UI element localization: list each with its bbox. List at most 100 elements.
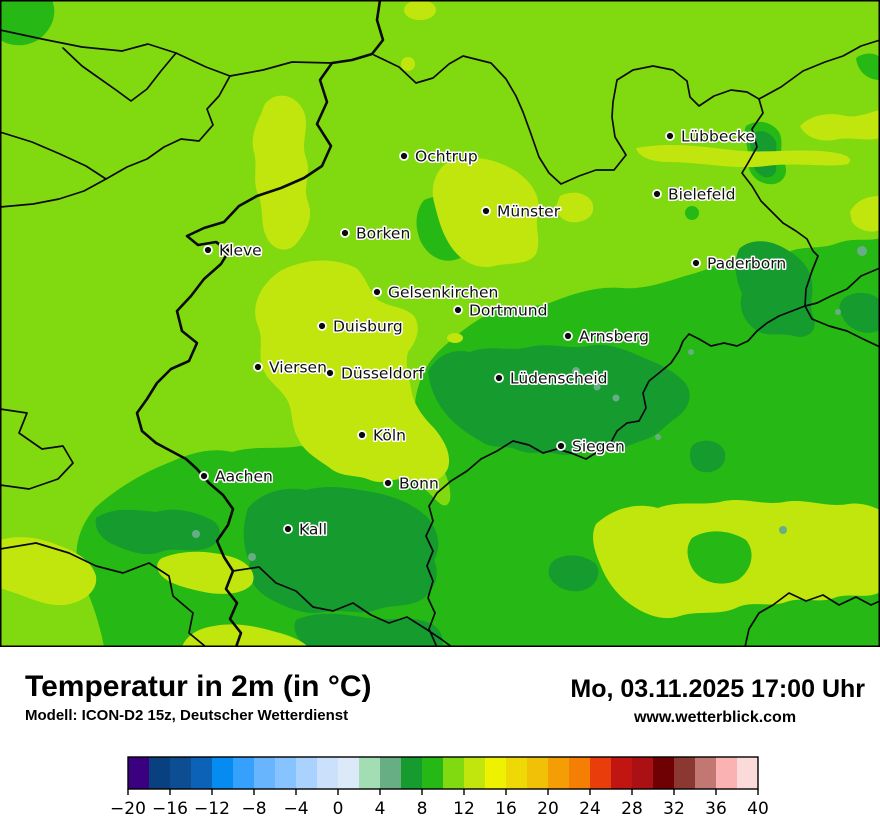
colorbar-cell: [233, 757, 255, 789]
city-dot: [340, 228, 350, 238]
city-dot: [203, 245, 213, 255]
website-url: www.wetterblick.com: [633, 709, 797, 726]
colorbar-cell: [275, 757, 297, 789]
city-label: Lüdenscheid: [510, 370, 608, 388]
forecast-datetime: Mo, 03.11.2025 17:00 Uhr: [570, 675, 865, 703]
city-dot: [556, 441, 566, 451]
colorbar-cell: [506, 757, 528, 789]
colorbar-tick-label: 36: [705, 799, 727, 819]
colorbar-cell: [674, 757, 696, 789]
city-label: Ochtrup: [415, 148, 478, 166]
colorbar-cell: [632, 757, 654, 789]
page-title: Temperatur in 2m (in °C): [25, 670, 372, 703]
colorbar-cell: [569, 757, 591, 789]
national-border: [135, 0, 385, 649]
colorbar-tick-label: −20: [110, 799, 146, 819]
temp-region-12-14: [0, 0, 880, 647]
city-layer: Ochtrup Lübbecke Bielefeld Münster Borken Kle…: [199, 126, 788, 540]
temperature-colorbar: −20 −16 −12 −8 −4 0 4 8 12 16 20 24 28 32 36 40: [110, 756, 769, 819]
colorbar-cell: [338, 757, 360, 789]
city-dot: [283, 524, 293, 534]
city-label: Siegen: [572, 438, 625, 456]
colorbar-cell: [737, 757, 759, 789]
colorbar-tick-label: 8: [417, 799, 428, 819]
temperature-map: Ochtrup Lübbecke Bielefeld Münster Borken Kle…: [0, 0, 880, 649]
colorbar-cell: [359, 757, 381, 789]
colorbar-cell: [380, 757, 402, 789]
colorbar-cell: [212, 757, 234, 789]
city-label: Münster: [497, 203, 561, 221]
colorbar-cell: [296, 757, 318, 789]
model-info: Modell: ICON-D2 15z, Deutscher Wetterdie…: [25, 707, 349, 724]
city-label: Köln: [373, 427, 406, 445]
colorbar-cell: [590, 757, 612, 789]
city-dot: [652, 189, 662, 199]
colorbar-tick-label: 12: [453, 799, 475, 819]
colorbar-tick-label: 32: [663, 799, 685, 819]
colorbar-cell: [191, 757, 213, 789]
colorbar-tick-label: 40: [747, 799, 769, 819]
city-label: Bonn: [399, 475, 439, 493]
colorbar-tick-label: −8: [241, 799, 266, 819]
city-dot: [494, 373, 504, 383]
city-label: Dortmund: [469, 302, 547, 320]
colorbar-cell: [653, 757, 675, 789]
city-dot: [317, 321, 327, 331]
city-dot: [691, 258, 701, 268]
colorbar-frame: [127, 756, 759, 790]
colorbar-tick-label: 0: [333, 799, 344, 819]
colorbar-cell: [254, 757, 276, 789]
colorbar-tick-label: 28: [621, 799, 643, 819]
city-label: Düsseldorf: [341, 365, 424, 383]
colorbar-cell: [149, 757, 171, 789]
colorbar-tick-label: −16: [152, 799, 188, 819]
colorbar-cell: [716, 757, 738, 789]
colorbar-cell: [128, 757, 150, 789]
city-dot: [253, 362, 263, 372]
city-dot: [453, 305, 463, 315]
colorbar-tick-label: 20: [537, 799, 559, 819]
city-label: Kleve: [219, 242, 262, 260]
city-label: Aachen: [215, 468, 273, 486]
city-dot: [199, 471, 209, 481]
city-label: Viersen: [269, 359, 327, 377]
footer: Temperatur in 2m (in °C) Modell: ICON-D2…: [0, 647, 880, 830]
map-frame: [0, 0, 880, 647]
state-borders: [0, 29, 880, 648]
colorbar-cell: [443, 757, 465, 789]
colorbar-cell: [485, 757, 507, 789]
colorbar-tick-label: 4: [375, 799, 386, 819]
colorbar-cell: [401, 757, 423, 789]
colorbar-cell: [611, 757, 633, 789]
temp-spots-4-6: [192, 246, 867, 561]
colorbar-cell: [464, 757, 486, 789]
city-label: Duisburg: [333, 318, 403, 336]
city-dot: [665, 131, 675, 141]
city-dot: [399, 151, 409, 161]
city-dot: [383, 478, 393, 488]
city-label: Lübbecke: [681, 128, 755, 146]
colorbar-cell: [170, 757, 192, 789]
city-label: Kall: [299, 521, 327, 539]
colorbar-tick-label: −4: [283, 799, 308, 819]
colorbar-cell: [422, 757, 444, 789]
colorbar-cell: [527, 757, 549, 789]
city-label: Arnsberg: [579, 328, 649, 346]
colorbar-tick-label: 16: [495, 799, 517, 819]
city-label: Bielefeld: [668, 186, 735, 204]
colorbar-tick-label: −12: [194, 799, 230, 819]
city-dot: [563, 331, 573, 341]
colorbar-tick-label: 24: [579, 799, 601, 819]
city-dot: [325, 368, 335, 378]
colorbar-cell: [695, 757, 717, 789]
colorbar-cell: [317, 757, 339, 789]
city-label: Gelsenkirchen: [388, 284, 498, 302]
city-dot: [357, 430, 367, 440]
city-dot: [372, 287, 382, 297]
colorbar-cell: [548, 757, 570, 789]
temp-accents: [548, 531, 880, 647]
city-label: Paderborn: [707, 255, 786, 273]
city-dot: [481, 206, 491, 216]
city-label: Borken: [356, 225, 410, 243]
